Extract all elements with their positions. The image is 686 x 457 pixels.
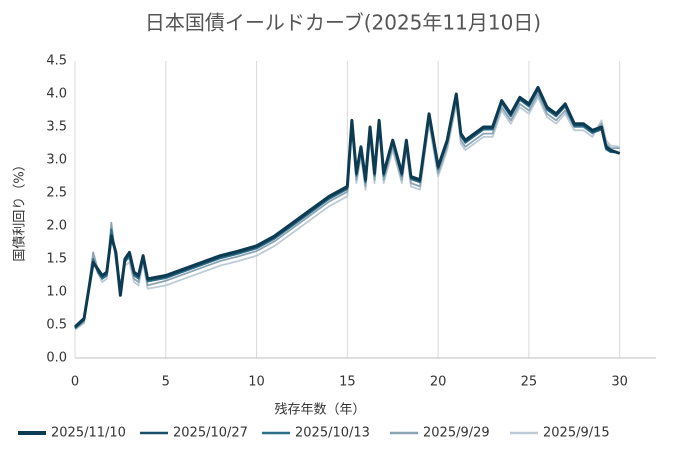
y-tick-label: 3.5 — [46, 120, 67, 135]
x-axis-label: 残存年数（年） — [274, 403, 365, 418]
legend-label: 2025/10/13 — [295, 426, 370, 441]
x-tick-label: 5 — [162, 375, 170, 390]
y-tick-label: 1.0 — [46, 285, 67, 300]
legend-label: 2025/11/10 — [51, 426, 126, 441]
y-tick-label: 4.5 — [46, 54, 67, 69]
legend-label: 2025/10/27 — [173, 426, 248, 441]
x-tick-label: 15 — [339, 375, 356, 390]
y-tick-label: 1.5 — [46, 252, 67, 267]
chart-title: 日本国債イールドカーブ(2025年11月10日) — [145, 11, 541, 35]
y-tick-label: 2.0 — [46, 219, 67, 234]
x-tick-label: 25 — [521, 375, 538, 390]
x-tick-label: 10 — [248, 375, 265, 390]
y-tick-label: 3.0 — [46, 153, 67, 168]
legend-label: 2025/9/29 — [423, 426, 490, 441]
y-tick-label: 0.5 — [46, 318, 67, 333]
x-tick-label: 0 — [71, 375, 79, 390]
legend-label: 2025/9/15 — [543, 426, 610, 441]
y-tick-label: 0.0 — [46, 351, 67, 366]
y-tick-label: 2.5 — [46, 186, 67, 201]
y-tick-label: 4.0 — [46, 87, 67, 102]
y-axis-label: 国債利回り（%） — [13, 158, 28, 261]
x-tick-label: 30 — [611, 375, 628, 390]
series-line — [73, 85, 621, 329]
x-tick-label: 20 — [430, 375, 447, 390]
